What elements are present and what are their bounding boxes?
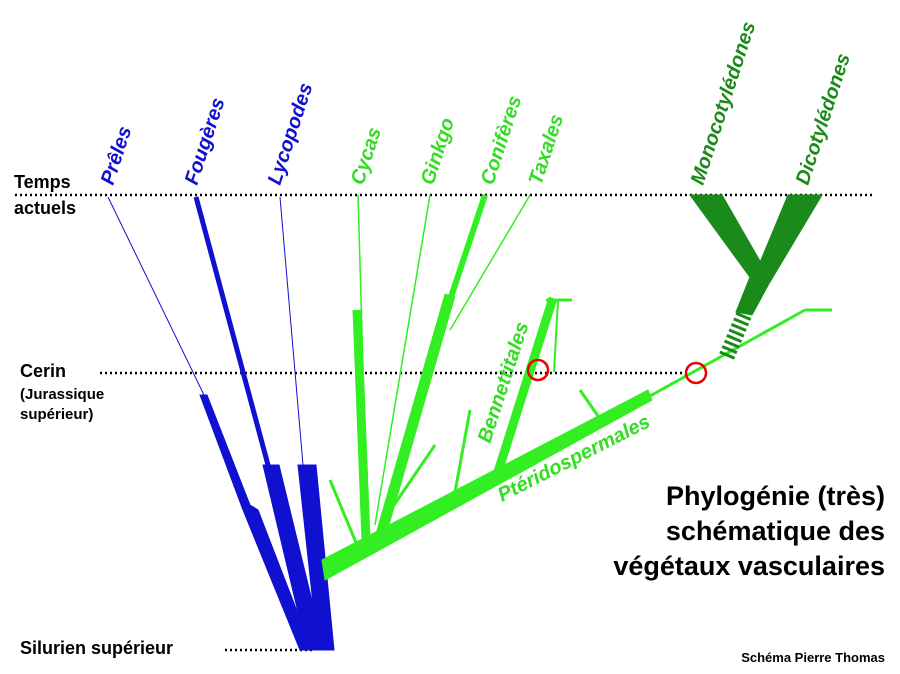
branch <box>649 308 806 398</box>
branch <box>553 299 559 373</box>
taxon-label: Taxales <box>525 112 568 188</box>
branch <box>689 194 765 281</box>
branch <box>755 194 823 283</box>
time-label: supérieur) <box>20 406 93 423</box>
taxon-label: Conifères <box>477 93 526 188</box>
taxon-label: Dicotylédones <box>792 51 855 188</box>
time-label: actuels <box>14 198 76 218</box>
time-label: Temps <box>14 172 71 192</box>
branch <box>718 311 752 362</box>
branch <box>493 296 558 474</box>
branch <box>390 444 437 509</box>
branch <box>297 464 335 651</box>
branch <box>352 309 371 541</box>
branch <box>735 271 773 316</box>
branch <box>374 194 431 526</box>
branch <box>107 196 205 396</box>
branch <box>328 479 359 546</box>
title-line: schématique des <box>666 516 885 546</box>
branch <box>453 409 472 493</box>
branch <box>449 194 531 331</box>
taxon-label: Cycas <box>347 125 386 188</box>
time-label: (Jurassique <box>20 386 104 403</box>
pteridophytes <box>107 196 335 651</box>
time-label: Silurien supérieur <box>20 638 173 658</box>
marker <box>526 358 550 382</box>
time-label: Cerin <box>20 361 66 381</box>
credit: Schéma Pierre Thomas <box>741 650 885 665</box>
branch <box>199 394 313 651</box>
taxon-label: Prêles <box>97 124 136 188</box>
spermatophytes <box>321 194 832 581</box>
taxon-label: Lycopodes <box>264 80 318 187</box>
branch <box>447 194 488 301</box>
taxon-label: Ginkgo <box>417 115 459 187</box>
taxon-label: Fougères <box>181 95 230 187</box>
title-line: Phylogénie (très) <box>666 481 885 511</box>
branch <box>374 293 456 540</box>
branch <box>578 389 600 417</box>
taxon-label: Monocotylédones <box>687 19 760 187</box>
trunk <box>321 389 653 581</box>
branch <box>193 196 271 466</box>
title-line: végétaux vasculaires <box>613 551 885 581</box>
branch <box>279 196 304 466</box>
angiosperms <box>689 194 823 362</box>
marker <box>684 361 708 385</box>
